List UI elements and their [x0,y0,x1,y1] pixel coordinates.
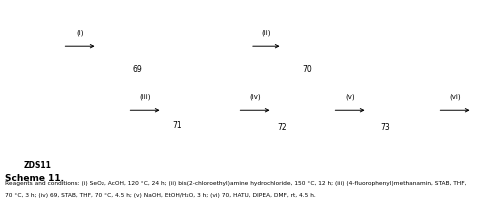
Text: ZDS11: ZDS11 [24,161,52,170]
Text: (v): (v) [345,93,355,100]
Text: (iii): (iii) [140,93,151,100]
Text: 70: 70 [302,65,312,74]
Text: 73: 73 [380,123,390,132]
Text: 69: 69 [132,65,142,74]
Text: 72: 72 [278,123,287,132]
Text: 70 °C, 3 h; (iv) 69, STAB, THF, 70 °C, 4.5 h; (v) NaOH, EtOH/H₂O, 3 h; (vi) 70, : 70 °C, 3 h; (iv) 69, STAB, THF, 70 °C, 4… [5,193,316,198]
Text: (ii): (ii) [262,29,271,36]
Text: Scheme 11.: Scheme 11. [5,174,64,183]
Text: 71: 71 [172,121,182,130]
Text: (vi): (vi) [449,93,461,100]
Text: (i): (i) [76,29,84,36]
Text: (iv): (iv) [249,93,261,100]
Text: Reagents and conditions: (i) SeO₂, AcOH, 120 °C, 24 h; (ii) bis(2-chloroethyl)am: Reagents and conditions: (i) SeO₂, AcOH,… [5,181,466,186]
